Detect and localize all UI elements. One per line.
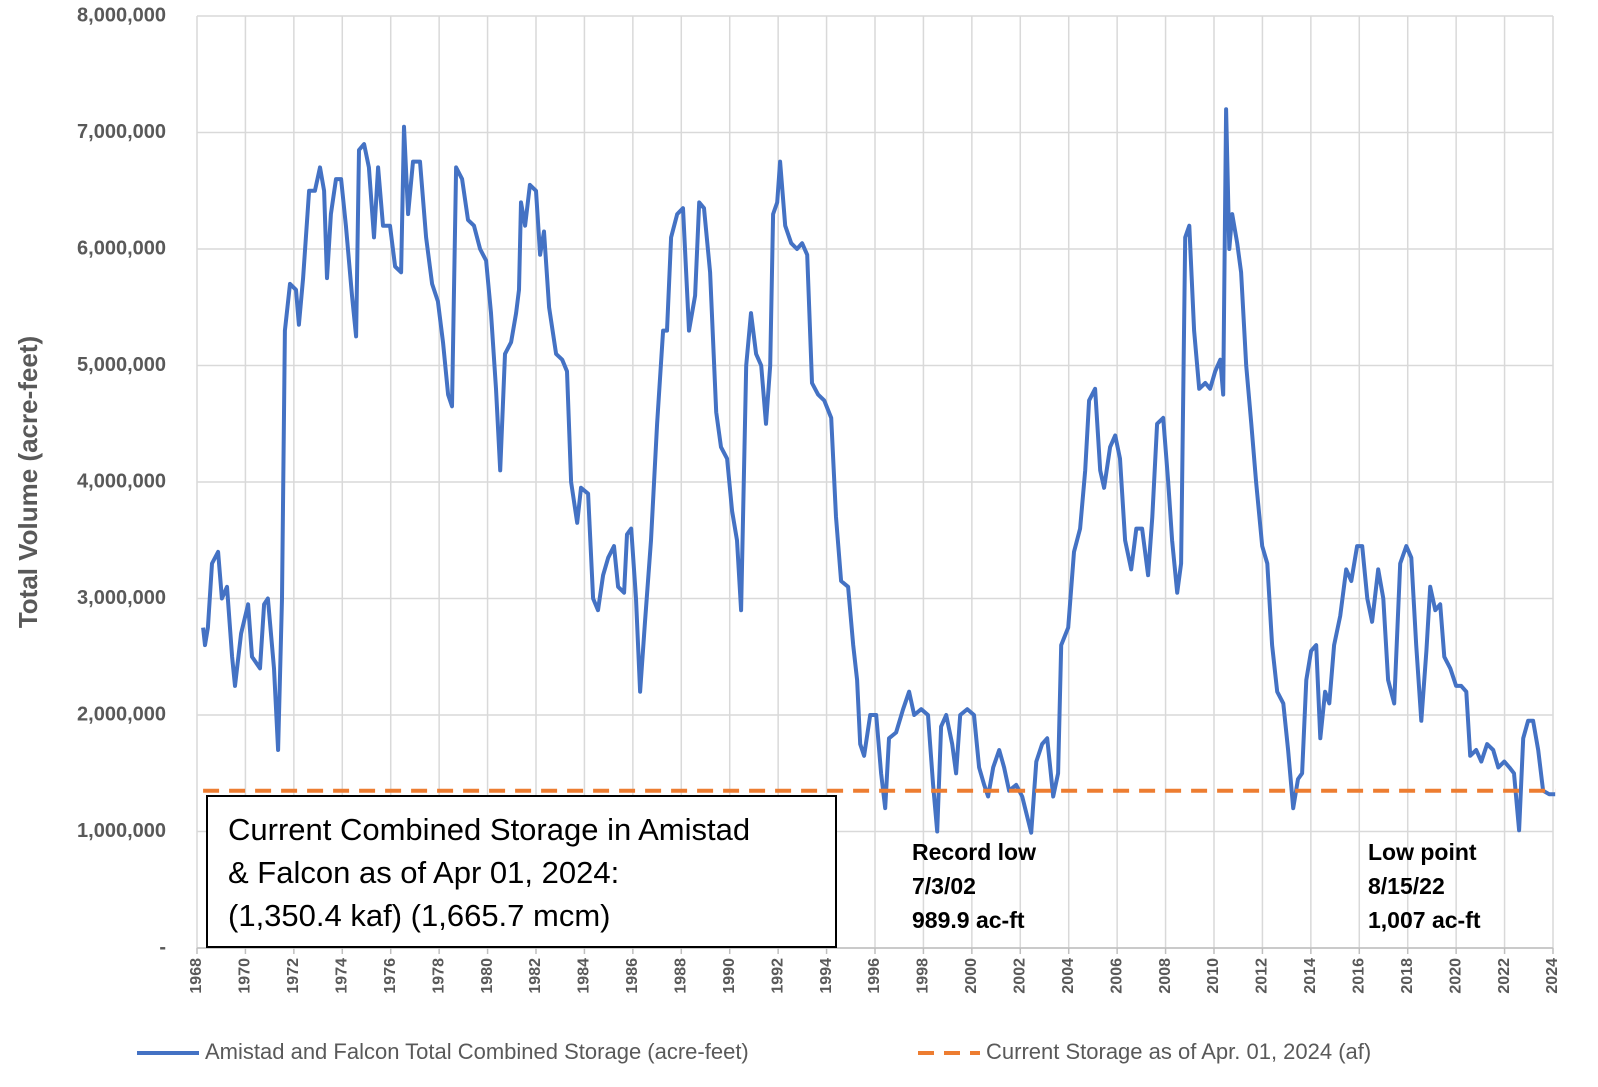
legend-label: Amistad and Falcon Total Combined Storag…	[205, 1039, 749, 1064]
x-tick-label: 1978	[430, 958, 447, 994]
y-tick-label: 3,000,000	[77, 587, 166, 609]
x-tick-label: 2022	[1496, 958, 1513, 994]
annotation-text: Low point	[1368, 839, 1477, 865]
x-tick-label: 1984	[576, 958, 593, 994]
x-tick-label: 1974	[334, 958, 351, 994]
annotation-text: & Falcon as of Apr 01, 2024:	[228, 855, 619, 890]
legend-label: Current Storage as of Apr. 01, 2024 (af)	[986, 1039, 1371, 1064]
annotation-text: 1,007 ac-ft	[1368, 907, 1481, 933]
annotation-text: 989.9 ac-ft	[912, 907, 1025, 933]
y-tick-label: 6,000,000	[77, 237, 166, 259]
x-tick-label: 2008	[1157, 958, 1174, 994]
x-tick-label: 2004	[1060, 958, 1077, 994]
x-tick-label: 1992	[769, 958, 786, 994]
series-line	[201, 107, 1556, 835]
x-tick-label: 2020	[1447, 958, 1464, 994]
x-tick-label: 1994	[818, 958, 835, 994]
x-tick-label: 1970	[237, 958, 254, 994]
y-tick-label: 1,000,000	[77, 820, 166, 842]
x-tick-label: 1972	[285, 958, 302, 994]
y-tick-label: 4,000,000	[77, 470, 166, 492]
marks	[201, 107, 1556, 835]
x-tick-label: 1988	[673, 958, 690, 994]
x-tick-label: 1976	[382, 958, 399, 994]
y-tick-label: -	[159, 936, 166, 958]
y-axis-label: Total Volume (acre-feet)	[13, 336, 43, 628]
x-tick-label: 1998	[915, 958, 932, 994]
x-tick-label: 1982	[527, 958, 544, 994]
x-tick-label: 1996	[866, 958, 883, 994]
x-tick-label: 1986	[624, 958, 641, 994]
x-tick-label: 2002	[1012, 958, 1029, 994]
annotation-text: 8/15/22	[1368, 873, 1445, 899]
x-tick-label: 2018	[1399, 958, 1416, 994]
x-tick-label: 2010	[1205, 958, 1222, 994]
annotation-text: 7/3/02	[912, 873, 976, 899]
annotation-text: Current Combined Storage in Amistad	[228, 812, 750, 847]
y-tick-label: 2,000,000	[77, 703, 166, 725]
x-tick-label: 2014	[1302, 958, 1319, 994]
x-tick-label: 1980	[479, 958, 496, 994]
annotation-box	[206, 795, 837, 948]
y-tick-label: 8,000,000	[77, 4, 166, 26]
annotation-text: (1,350.4 kaf) (1,665.7 mcm)	[228, 898, 611, 933]
x-tick-label: 1968	[188, 958, 205, 994]
x-tick-label: 2024	[1544, 958, 1561, 994]
y-tick-label: 5,000,000	[77, 354, 166, 376]
annotation-text: Record low	[912, 839, 1036, 865]
x-tick-label: 2006	[1108, 958, 1125, 994]
x-tick-label: 1990	[721, 958, 738, 994]
x-tick-label: 2000	[963, 958, 980, 994]
y-tick-label: 7,000,000	[77, 121, 166, 143]
x-tick-label: 2012	[1254, 958, 1271, 994]
x-tick-label: 2016	[1351, 958, 1368, 994]
